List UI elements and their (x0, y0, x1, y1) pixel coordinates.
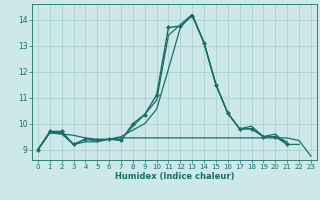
X-axis label: Humidex (Indice chaleur): Humidex (Indice chaleur) (115, 172, 234, 181)
